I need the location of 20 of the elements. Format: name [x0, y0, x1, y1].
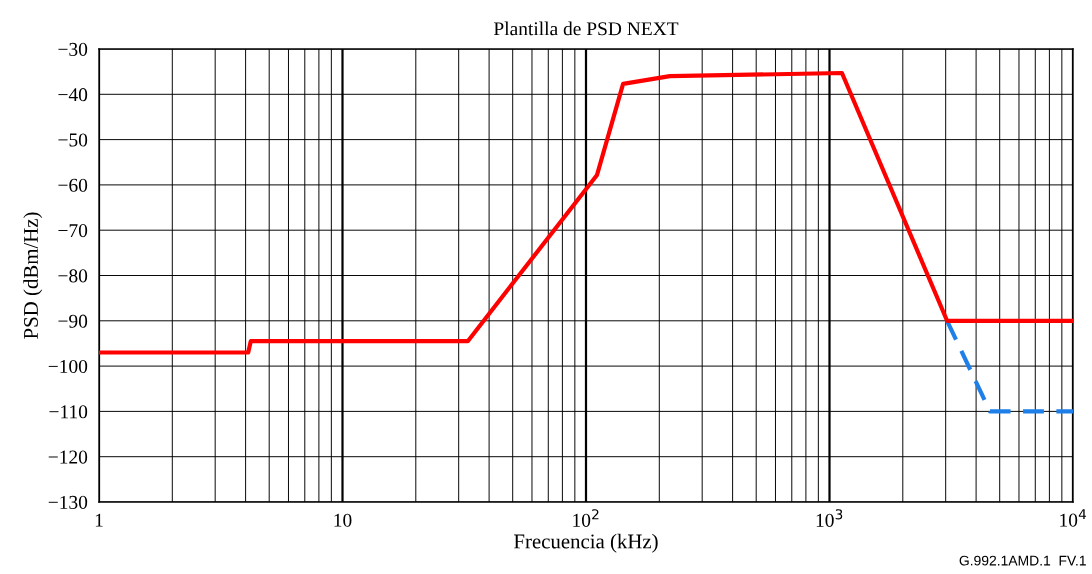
y-tick-label: −90: [58, 314, 88, 328]
x-tick-label: 10$^{3}$: [816, 509, 843, 527]
y-tick-label: −70: [58, 224, 88, 238]
x-tick-label: 10$^{2}$: [573, 509, 599, 527]
y-tick-label: −110: [49, 405, 88, 419]
y-axis-title: PSD (dBm/Hz): [23, 212, 43, 339]
x-tick-label: 10$^{4}$: [1060, 509, 1087, 527]
y-tick-label: −40: [58, 88, 88, 102]
y-tick-label: −50: [58, 133, 88, 147]
x-tick-label: 1: [95, 513, 103, 527]
y-tick-label: −80: [58, 269, 88, 283]
text: G.992.1AMD.1 FV.1: [959, 555, 1086, 566]
chart-title: Plantilla de PSD NEXT: [493, 21, 679, 36]
y-tick-label: −100: [48, 359, 88, 374]
y-tick-label: −60: [58, 178, 88, 192]
y-tick-label: −120: [48, 450, 88, 464]
x-axis-title: Frecuencia (kHz): [514, 533, 658, 553]
y-tick-label: −130: [48, 495, 88, 509]
y-tick-label: −30: [58, 42, 88, 56]
x-tick-label: 10: [334, 513, 352, 527]
